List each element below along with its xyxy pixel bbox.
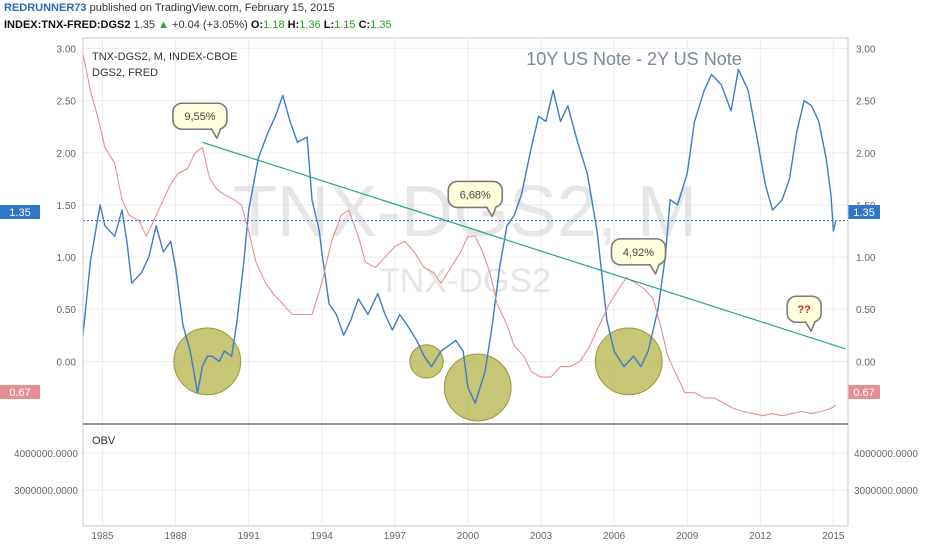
x-tick-label: 2003 [530,531,553,542]
price-tag-2-left: 0.67 [0,385,40,399]
price-tag-left-text: 1.35 [9,207,30,219]
series-line-secondary [83,53,837,417]
obv-label[interactable]: OBV [92,435,116,447]
callout-bubble: 4,92% [610,238,667,275]
price-tag-2-right: 0.67 [848,385,880,399]
price-tag-right-text: 1.35 [853,207,874,219]
y-tick-label-right: 0.00 [856,357,876,368]
x-tick-label: 2000 [457,531,480,542]
last-price: 1.35 [133,19,155,31]
high-value: 1.36 [299,19,321,31]
high-label: H: [287,19,300,31]
publish-header: REDRUNNER73 published on TradingView.com… [4,2,335,14]
symbol-header: INDEX:TNX-FRED:DGS2 1.35 ▲ +0.04 (+3.05%… [4,19,392,31]
series-line-main [83,68,837,404]
y-tick-label-left: 0.50 [57,305,77,316]
callout-bubble: 9,55% [172,102,228,140]
obv-tick-label-left: 3000000.0000 [14,486,78,497]
y-tick-label-right: 1.00 [856,253,876,264]
callout-text: ?? [797,304,811,316]
callout-text: 4,92% [623,247,654,259]
legend-secondary[interactable]: DGS2, FRED [92,67,158,79]
publish-info: published on TradingView.com, February 1… [89,2,335,14]
y-tick-label-left: 1.50 [57,201,77,212]
close-label: C: [358,19,371,31]
y-tick-label-right: 3.00 [856,44,876,55]
x-tick-label: 1997 [384,531,407,542]
callout-text: 9,55% [184,111,215,123]
highlight-circle [409,344,444,379]
up-arrow-icon: ▲ [158,19,169,31]
price-tag-right: 1.35 [848,205,880,219]
open-label: O: [250,19,264,31]
price-tag-left: 1.35 [0,205,40,219]
callout-bubble: ?? [786,295,822,333]
y-tick-label-left: 3.00 [57,44,77,55]
highlight-circle [443,353,512,422]
y-tick-label-left: 2.00 [57,149,77,160]
price-tag-2-right-text: 0.67 [853,387,874,399]
obv-tick-label-right: 4000000.0000 [854,449,918,460]
trend-line[interactable] [202,141,846,350]
y-tick-label-left: 0.00 [57,357,77,368]
highlight-circle [173,327,242,396]
chart-title: 10Y US Note - 2Y US Note [526,49,741,69]
callout-bubble: 6,68% [447,180,504,218]
price-change: +0.04 (+3.05%) [172,19,248,31]
x-tick-label: 2009 [676,531,699,542]
x-tick-label: 2012 [749,531,772,542]
callouts: 9,55% 6,68% 4,92%?? [172,102,822,333]
open-value: 1.18 [263,19,285,31]
close-value: 1.35 [370,19,392,31]
y-tick-label-right: 2.00 [856,149,876,160]
low-label: L: [323,19,335,31]
y-tick-label-left: 1.00 [57,253,77,264]
symbol-name[interactable]: INDEX:TNX-FRED:DGS2 [4,19,131,31]
x-tick-label: 1985 [91,531,114,542]
y-tick-label-left: 2.50 [57,97,77,108]
series-lines [83,53,846,417]
x-tick-label: 1988 [164,531,187,542]
axis-ticks: 3.003.002.502.502.002.001.501.501.001.00… [14,44,918,542]
obv-tick-label-right: 3000000.0000 [854,486,918,497]
x-tick-label: 2006 [603,531,626,542]
callout-text: 6,68% [460,189,491,201]
low-value: 1.15 [334,19,356,31]
watermark-small: TNX-DGS2 [379,262,551,300]
x-tick-label: 1994 [311,531,334,542]
y-tick-label-right: 2.50 [856,97,876,108]
x-tick-label: 1991 [238,531,261,542]
legend-main[interactable]: TNX-DGS2, M, INDEX-CBOE [92,51,237,63]
price-tag-2-left-text: 0.67 [9,387,30,399]
x-tick-label: 2015 [822,531,845,542]
obv-tick-label-left: 4000000.0000 [14,449,78,460]
y-tick-label-right: 0.50 [856,305,876,316]
author-link[interactable]: REDRUNNER73 [4,2,87,14]
chart-background [0,38,932,550]
